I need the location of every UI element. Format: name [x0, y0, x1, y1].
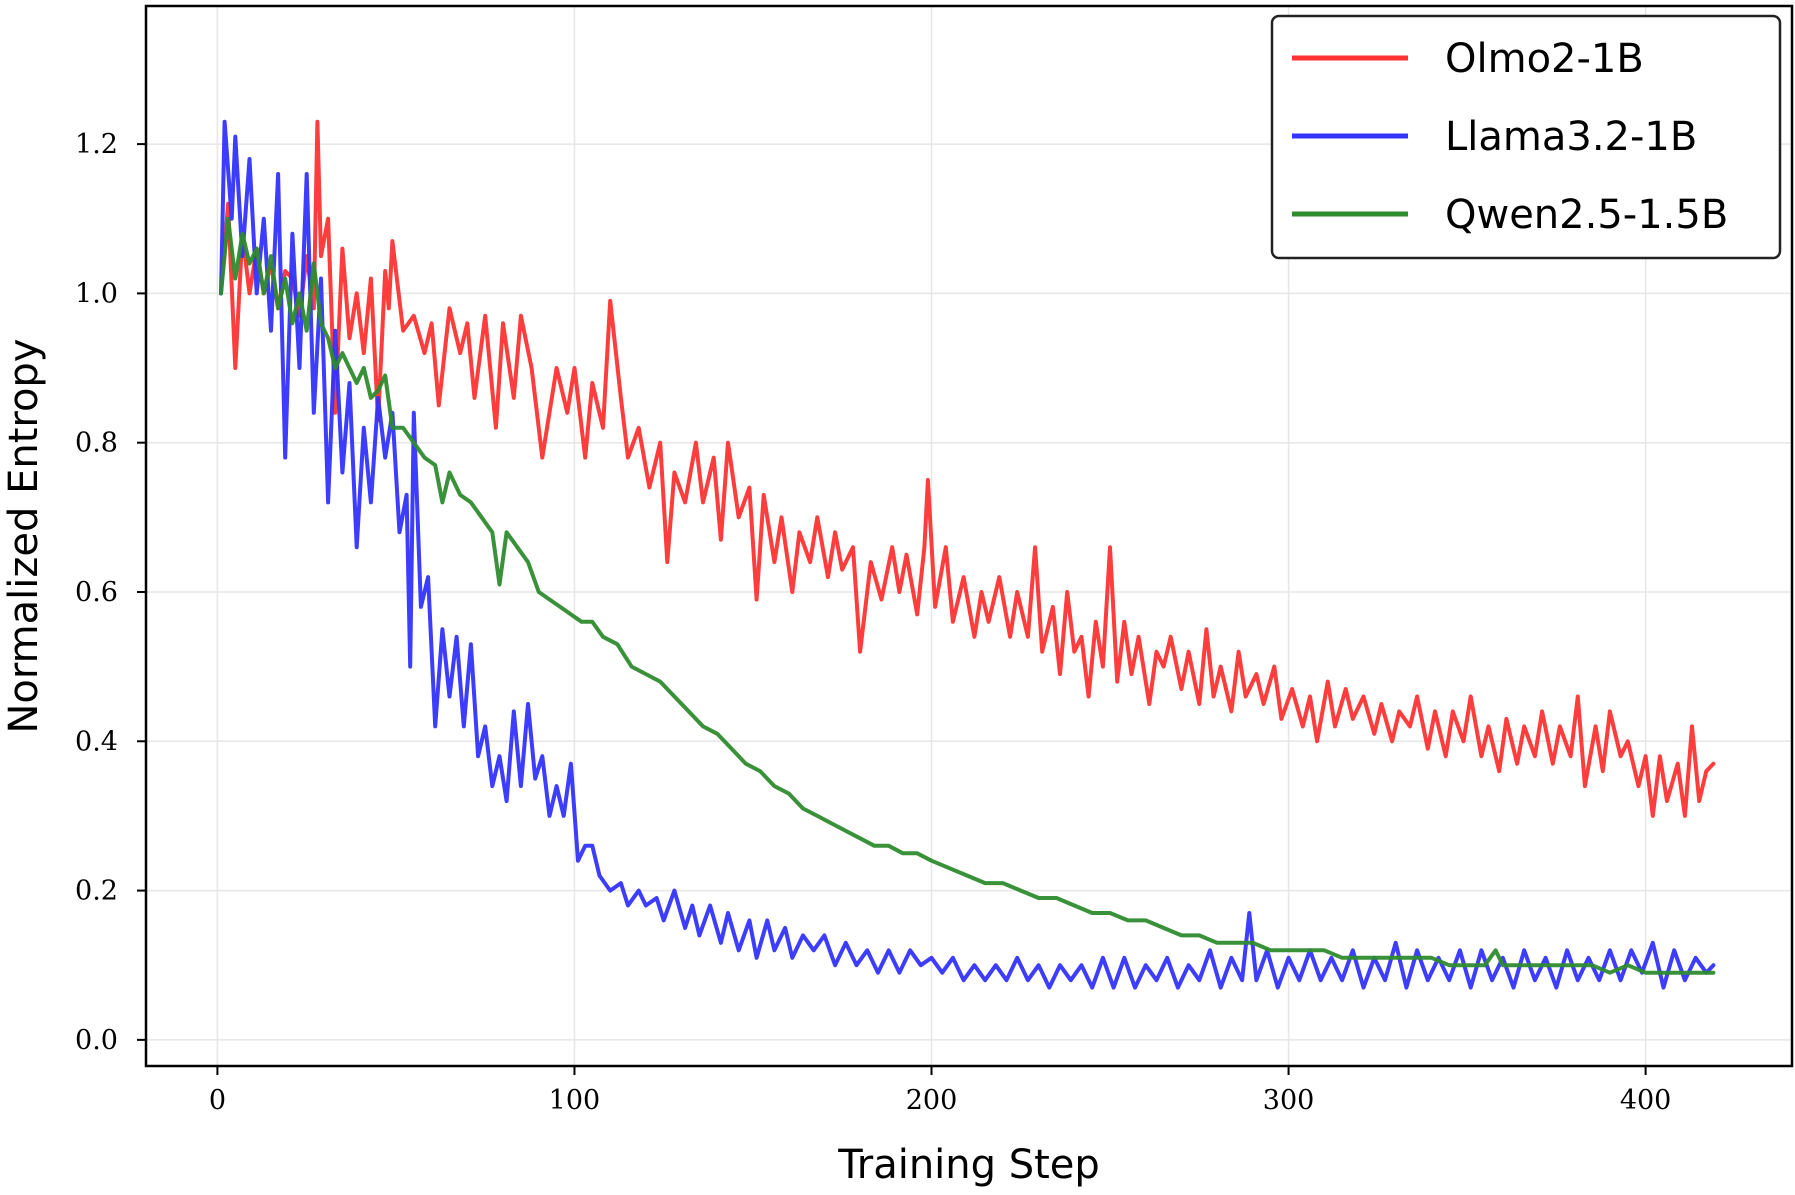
y-axis-title: Normalized Entropy	[1, 339, 47, 734]
legend: Olmo2-1B Llama3.2-1B Qwen2.5-1.5B	[1270, 14, 1782, 260]
y-tick-label: 0.4	[75, 726, 118, 757]
x-axis-ticks: 0 100 200 300 400	[209, 1066, 1672, 1116]
y-axis-ticks: 0.0 0.2 0.4 0.6 0.8 1.0 1.2	[75, 129, 146, 1056]
x-tick-label: 300	[1263, 1085, 1315, 1116]
x-axis-title: Training Step	[837, 1142, 1100, 1188]
x-tick-label: 0	[209, 1085, 226, 1116]
x-tick-label: 200	[906, 1085, 958, 1116]
x-tick-label: 100	[549, 1085, 601, 1116]
series-line-olmo2-1b	[219, 119, 1716, 818]
x-tick-label: 400	[1620, 1085, 1672, 1116]
legend-label: Olmo2-1B	[1445, 36, 1644, 82]
y-tick-label: 1.0	[75, 278, 118, 309]
plot-frame	[144, 4, 1794, 1068]
series-lines	[219, 119, 1716, 990]
legend-label: Llama3.2-1B	[1445, 114, 1697, 160]
legend-label: Qwen2.5-1.5B	[1445, 192, 1728, 238]
y-tick-label: 0.6	[75, 577, 118, 608]
y-tick-label: 0.8	[75, 428, 118, 459]
series-line-qwen2-5-1-5b	[219, 216, 1716, 975]
y-tick-label: 0.0	[75, 1025, 118, 1056]
y-tick-label: 0.2	[75, 876, 118, 907]
series-line-llama3-2-1b	[219, 119, 1716, 990]
y-tick-label: 1.2	[75, 129, 118, 160]
legend-box	[1270, 14, 1782, 260]
